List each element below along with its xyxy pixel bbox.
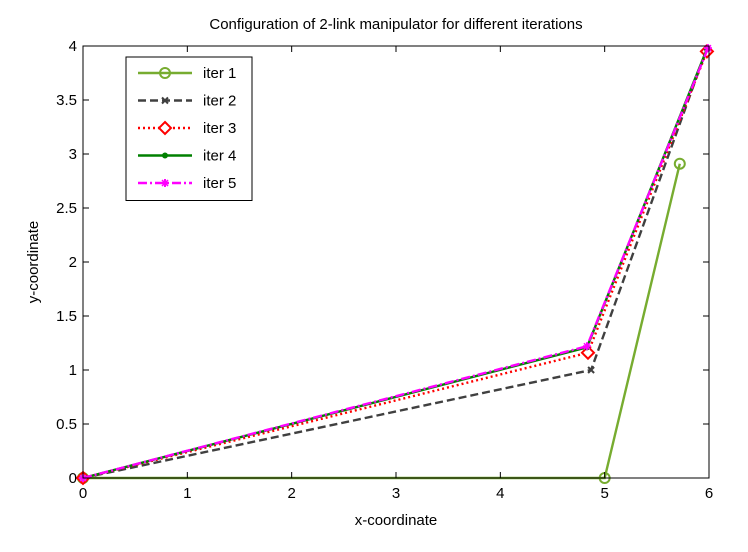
y-tick-label: 3.5 (56, 92, 77, 109)
legend-item: iter 1 (138, 65, 236, 82)
data-point (703, 44, 712, 53)
legend-label: iter 4 (203, 148, 236, 165)
legend-marker (161, 179, 169, 187)
data-point (582, 342, 591, 351)
legend-item: iter 5 (138, 175, 236, 192)
legend-marker (162, 152, 168, 159)
x-tick-label: 6 (705, 485, 713, 502)
y-tick-label: 1 (69, 362, 77, 379)
y-tick-label: 0 (69, 470, 77, 487)
y-tick-label: 1.5 (56, 308, 77, 325)
x-axis-label: x-coordinate (355, 512, 438, 529)
legend-marker (161, 96, 169, 105)
y-tick-label: 2.5 (56, 200, 77, 217)
y-tick-label: 3 (69, 146, 77, 163)
legend-item: iter 3 (138, 120, 236, 137)
legend-marker (157, 120, 173, 136)
data-point (673, 157, 686, 170)
legend-label: iter 1 (203, 65, 236, 82)
y-axis-label: y-coordinate (25, 221, 42, 304)
legend-item: iter 2 (138, 93, 236, 110)
data-point (587, 366, 595, 374)
y-tick-label: 2 (69, 254, 77, 271)
x-tick-label: 2 (287, 485, 295, 502)
data-point (580, 345, 596, 361)
x-tick-label: 4 (496, 485, 504, 502)
y-tick-label: 4 (69, 38, 77, 55)
legend-label: iter 5 (203, 175, 236, 192)
legend-item: iter 4 (138, 148, 236, 165)
chart-title: Configuration of 2-link manipulator for … (209, 16, 582, 33)
series-line (82, 47, 710, 480)
x-tick-label: 0 (79, 485, 87, 502)
x-tick-label: 1 (183, 485, 191, 502)
legend: iter 1 iter 2 iter 3 iter 4 iter 5 (125, 56, 253, 201)
x-tick-label: 3 (392, 485, 400, 502)
x-tick-label: 5 (600, 485, 608, 502)
legend-marker (159, 67, 171, 79)
y-tick-label: 0.5 (56, 416, 77, 433)
legend-label: iter 2 (203, 93, 236, 110)
legend-label: iter 3 (203, 120, 236, 137)
